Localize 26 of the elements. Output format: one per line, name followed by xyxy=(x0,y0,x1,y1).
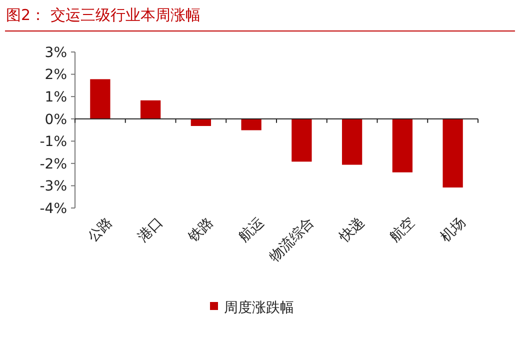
bar xyxy=(140,100,161,119)
y-tick-label: -1% xyxy=(40,134,67,150)
y-tick-label: 0% xyxy=(44,112,67,128)
bar xyxy=(190,118,212,126)
x-tick-label: 航运 xyxy=(236,214,268,246)
x-tick-label: 机场 xyxy=(437,214,469,246)
x-tick-label: 港口 xyxy=(135,214,166,246)
y-tick-label: 2% xyxy=(44,67,67,84)
bar xyxy=(442,118,463,188)
y-tick-label: 1% xyxy=(44,89,67,106)
y-tick-label: 3% xyxy=(44,44,67,61)
chart-title: 图2： 交运三级行业本周涨幅 xyxy=(6,6,200,24)
x-tick-label: 公路 xyxy=(84,214,116,246)
y-tick-label: -2% xyxy=(40,156,67,172)
x-tick-label: 铁路 xyxy=(184,214,217,246)
bar xyxy=(90,79,110,119)
legend-label: 周度涨跌幅 xyxy=(224,300,294,316)
x-tick-label: 快递 xyxy=(336,214,368,246)
bar xyxy=(392,118,413,172)
y-tick-label: -3% xyxy=(40,178,67,195)
y-tick-label: -4% xyxy=(40,200,67,217)
bar xyxy=(342,118,362,165)
bar xyxy=(241,118,262,130)
bar xyxy=(292,118,312,162)
x-tick-label: 航空 xyxy=(387,214,418,246)
x-tick-label: 物流综合 xyxy=(266,214,318,266)
